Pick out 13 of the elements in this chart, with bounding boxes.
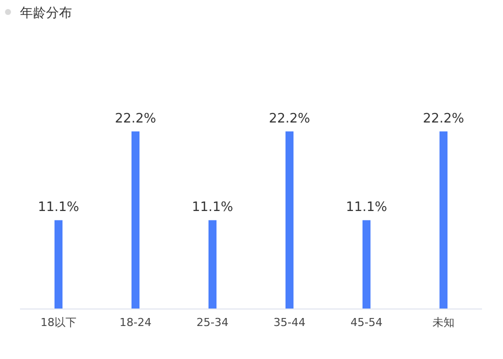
data-label: 11.1% bbox=[38, 200, 80, 216]
x-tick-label: 18-24 bbox=[120, 316, 152, 329]
data-label: 11.1% bbox=[346, 200, 388, 216]
data-label: 11.1% bbox=[192, 200, 234, 216]
data-label: 22.2% bbox=[114, 111, 156, 126]
data-label: 22.2% bbox=[422, 111, 464, 126]
x-tick-label: 未知 bbox=[432, 316, 454, 329]
data-label: 22.2% bbox=[268, 111, 310, 126]
chart-title: 年龄分布 bbox=[20, 6, 72, 21]
x-tick-label: 35-44 bbox=[274, 316, 306, 329]
x-tick-label: 18以下 bbox=[40, 316, 76, 329]
x-tick-label: 25-34 bbox=[196, 316, 228, 329]
x-tick-label: 45-54 bbox=[350, 316, 382, 329]
